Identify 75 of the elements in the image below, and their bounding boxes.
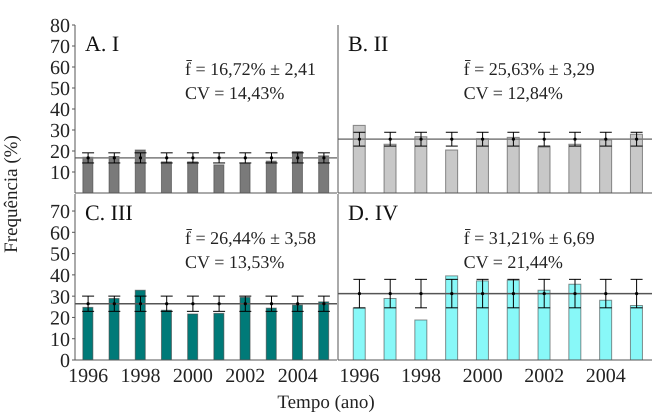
x-tick-label: 1996 xyxy=(339,365,380,388)
x-tick-label: 2004 xyxy=(278,365,318,388)
y-tick-label: 70 xyxy=(50,36,70,58)
y-tick-label: 80 xyxy=(50,15,70,38)
bar xyxy=(599,139,612,193)
y-tick-label: 40 xyxy=(50,264,70,287)
bar xyxy=(108,298,120,360)
x-tick-label: 2002 xyxy=(524,365,564,388)
bar xyxy=(240,162,251,193)
y-tick-label: 30 xyxy=(50,120,70,142)
bar xyxy=(213,312,224,360)
bar xyxy=(187,161,198,193)
y-tick-label: 10 xyxy=(50,162,70,184)
x-tick-label: 2000 xyxy=(462,365,503,388)
bar xyxy=(160,161,172,193)
bar xyxy=(538,146,551,193)
bar xyxy=(160,310,172,360)
y-tick-label: 20 xyxy=(50,141,70,164)
x-tick-label: 2002 xyxy=(225,365,266,388)
x-tick-label: 2000 xyxy=(172,365,213,388)
y-tick-label: 0 xyxy=(60,350,70,372)
annotation: f̄ = 25,63% ± 3,29 xyxy=(464,59,595,80)
y-tick-label: 60 xyxy=(50,222,70,244)
x-tick-label: 1996 xyxy=(68,365,108,388)
x-tick-label: 1998 xyxy=(120,365,160,388)
chart-title: C. III xyxy=(85,200,133,226)
bar xyxy=(352,124,366,193)
x-tick-label: 1998 xyxy=(401,365,441,388)
chart-title: D. IV xyxy=(348,200,398,226)
bar xyxy=(240,296,251,360)
bar xyxy=(266,308,277,360)
annotation: CV = 12,84% xyxy=(464,83,563,104)
chart-title: A. I xyxy=(85,31,120,57)
bar xyxy=(134,290,146,360)
annotation: CV = 21,44% xyxy=(464,252,563,273)
bar xyxy=(445,275,458,360)
bar xyxy=(414,319,428,360)
bar xyxy=(384,298,397,360)
bar xyxy=(506,280,520,360)
annotation: CV = 13,53% xyxy=(185,252,284,273)
bar xyxy=(538,290,551,360)
bar xyxy=(82,306,94,360)
bar xyxy=(568,144,582,193)
y-axis-title: Frequência (%) xyxy=(1,135,23,253)
bar xyxy=(476,280,489,360)
bar xyxy=(384,144,397,193)
bar xyxy=(266,160,277,193)
bar xyxy=(506,136,520,193)
x-tick-label: 2004 xyxy=(586,365,626,388)
y-tick-label: 50 xyxy=(50,78,70,100)
annotation: f̄ = 31,21% ± 6,69 xyxy=(464,228,595,249)
x-axis-title: Tempo (ano) xyxy=(276,392,376,414)
bar xyxy=(630,305,643,360)
y-tick-label: 50 xyxy=(50,244,70,266)
bar xyxy=(445,149,458,193)
y-tick-label: 70 xyxy=(50,201,70,224)
y-tick-label: 60 xyxy=(50,57,70,80)
y-tick-label: 40 xyxy=(50,99,70,122)
bar xyxy=(292,304,303,360)
bar xyxy=(414,136,428,193)
annotation: CV = 14,43% xyxy=(185,83,284,104)
bar xyxy=(476,138,489,193)
bar xyxy=(187,314,198,360)
bar xyxy=(318,301,330,360)
chart-title: B. II xyxy=(348,31,388,57)
y-tick-label: 20 xyxy=(50,308,70,330)
bar xyxy=(213,164,224,193)
y-tick-label: 10 xyxy=(50,328,70,351)
bar xyxy=(352,308,366,360)
bar xyxy=(568,284,582,360)
bar xyxy=(630,134,643,193)
bar xyxy=(599,300,612,360)
annotation: f̄ = 26,44% ± 3,58 xyxy=(185,228,316,249)
annotation: f̄ = 16,72% ± 2,41 xyxy=(185,59,316,80)
y-tick-label: 30 xyxy=(50,286,70,308)
